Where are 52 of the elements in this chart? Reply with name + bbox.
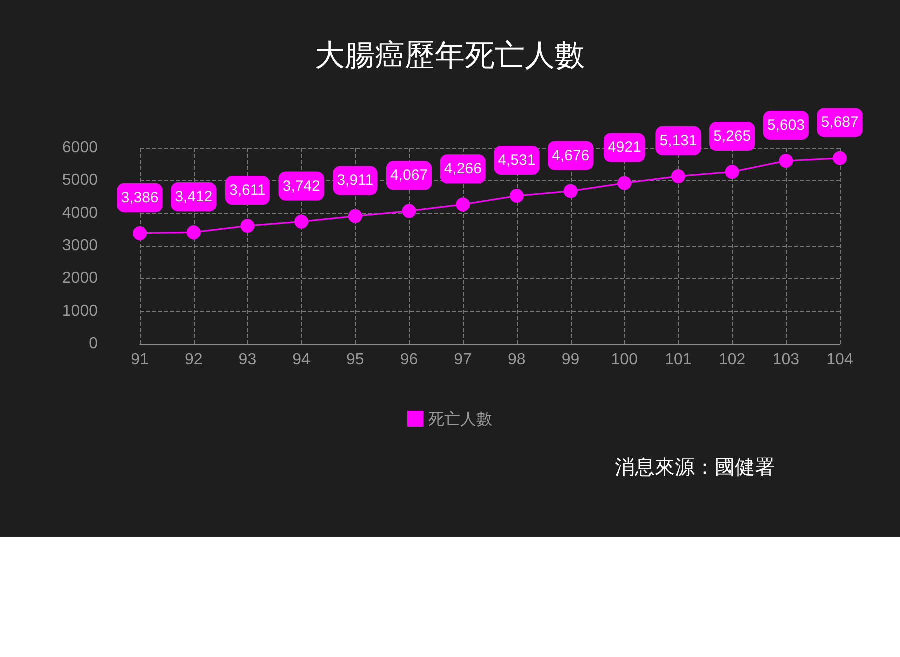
x-tick-label: 94 bbox=[292, 352, 311, 368]
x-tick-label: 92 bbox=[184, 352, 203, 368]
data-label: 5,603 bbox=[767, 116, 805, 134]
point bbox=[348, 209, 362, 224]
point bbox=[510, 188, 524, 203]
data-label: 4,067 bbox=[390, 167, 428, 184]
data-label: 5,687 bbox=[821, 114, 859, 132]
point bbox=[779, 154, 794, 168]
x-tick-label: 101 bbox=[665, 352, 692, 368]
point bbox=[133, 226, 147, 240]
point bbox=[240, 219, 255, 234]
data-label: 4,676 bbox=[552, 147, 590, 164]
x-tick-label: 98 bbox=[508, 352, 526, 368]
x-tick-label: 100 bbox=[611, 352, 638, 368]
data-label: 3,911 bbox=[337, 172, 374, 190]
x-tick-label: 97 bbox=[454, 352, 472, 368]
point bbox=[671, 169, 686, 184]
x-tick-label: 103 bbox=[772, 352, 800, 368]
y-tick-label: 5000 bbox=[62, 172, 98, 190]
x-tick-label: 99 bbox=[562, 352, 580, 368]
x-tick-label: 91 bbox=[131, 352, 149, 368]
data-label: 4,266 bbox=[444, 160, 482, 178]
data-label: 3,611 bbox=[229, 182, 266, 200]
point bbox=[564, 184, 578, 198]
x-tick-label: 95 bbox=[346, 352, 364, 368]
y-tick-label: 4000 bbox=[62, 204, 98, 222]
data-label: 4921 bbox=[608, 139, 642, 156]
data-label: 3,742 bbox=[282, 178, 320, 195]
chart-title: 大腸癌歷年死亡人數 bbox=[315, 40, 585, 72]
point bbox=[294, 214, 309, 229]
point bbox=[833, 151, 847, 166]
legend-label: 死亡人數 bbox=[428, 410, 492, 428]
x-tick-label: 102 bbox=[718, 352, 746, 368]
point bbox=[618, 176, 632, 190]
y-tick-label: 0 bbox=[89, 336, 98, 352]
data-label: 5,265 bbox=[714, 128, 752, 146]
x-tick-label: 93 bbox=[238, 352, 257, 368]
point bbox=[725, 165, 740, 180]
data-label: 4,531 bbox=[498, 152, 536, 169]
text: 消息來源：國健署 bbox=[615, 457, 775, 479]
point bbox=[186, 226, 201, 240]
y-tick-label: 3000 bbox=[62, 238, 98, 254]
data-label: 3,412 bbox=[175, 188, 213, 206]
point bbox=[456, 198, 470, 212]
y-tick-label: 1000 bbox=[62, 302, 98, 320]
x-tick-label: 96 bbox=[400, 352, 418, 368]
x-tick-label: 104 bbox=[826, 352, 854, 368]
data-label: 3,386 bbox=[121, 189, 159, 206]
y-tick-label: 6000 bbox=[62, 140, 98, 156]
y-tick-label: 2000 bbox=[62, 270, 98, 288]
data-label: 5,131 bbox=[660, 132, 698, 150]
point bbox=[402, 204, 416, 218]
